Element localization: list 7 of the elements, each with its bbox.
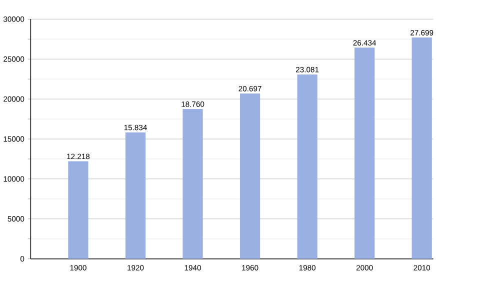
- bar: [68, 161, 88, 260]
- bar: [125, 132, 146, 260]
- bar: [412, 38, 432, 260]
- bar: [240, 94, 260, 260]
- bar: [182, 109, 203, 260]
- bar: [297, 74, 318, 260]
- bar: [354, 48, 375, 260]
